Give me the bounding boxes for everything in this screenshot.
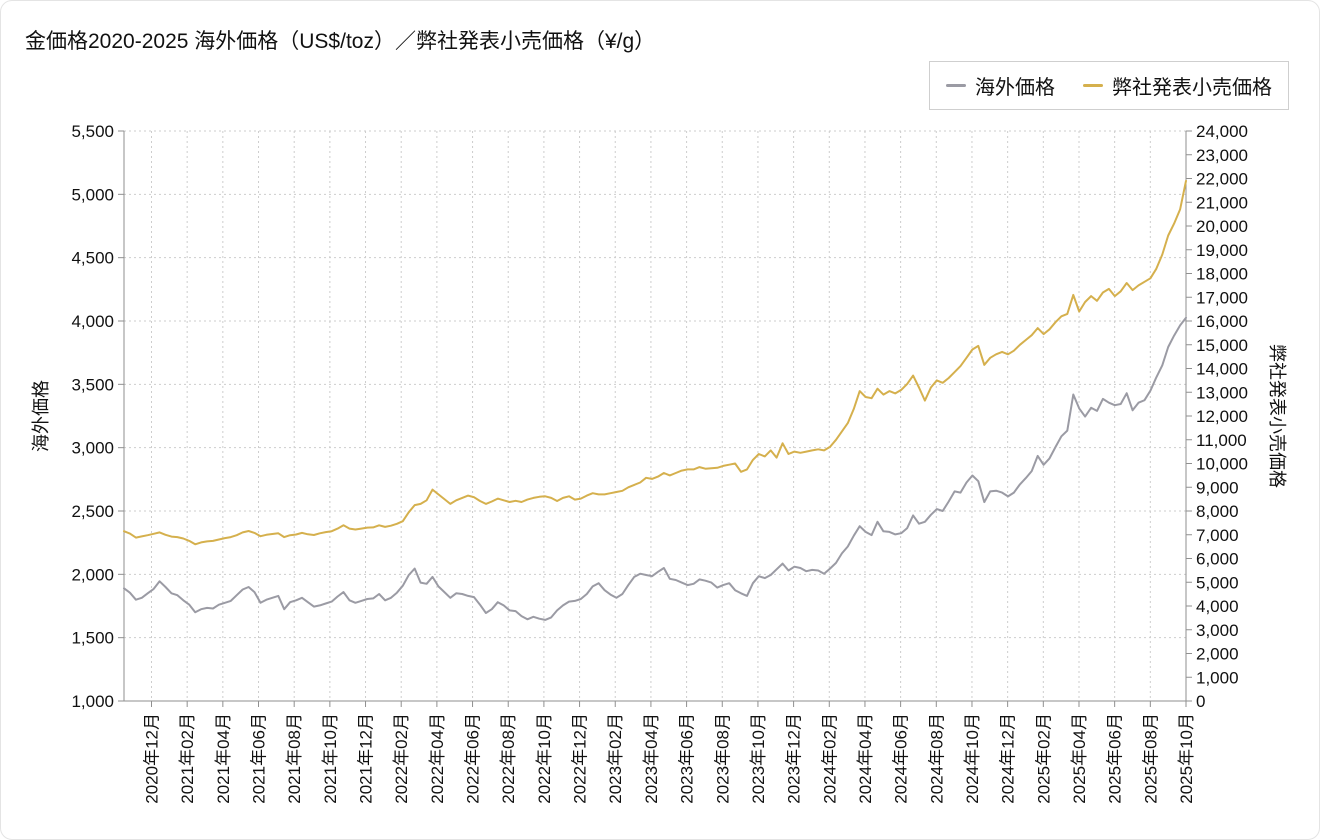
svg-text:23,000: 23,000	[1196, 146, 1248, 165]
svg-text:2021年04月: 2021年04月	[214, 713, 233, 804]
svg-text:1,000: 1,000	[1196, 668, 1239, 687]
svg-text:13,000: 13,000	[1196, 383, 1248, 402]
right-axis-ticks: 0 1,000 2,000 3,000 4,000 5,000 6,000 7,000 8,00…	[1186, 122, 1248, 711]
svg-text:2022年06月: 2022年06月	[464, 713, 483, 804]
svg-text:2020年12月: 2020年12月	[143, 713, 162, 804]
svg-text:5,000: 5,000	[1196, 573, 1239, 592]
svg-text:2022年12月: 2022年12月	[571, 713, 590, 804]
svg-text:12,000: 12,000	[1196, 407, 1248, 426]
svg-text:2021年02月: 2021年02月	[178, 713, 197, 804]
svg-text:2023年06月: 2023年06月	[678, 713, 697, 804]
right-axis-title: 弊社発表小売価格	[1267, 344, 1287, 488]
svg-text:15,000: 15,000	[1196, 336, 1248, 355]
svg-text:2023年10月: 2023年10月	[749, 713, 768, 804]
legend-swatch-retail-price	[1083, 84, 1103, 87]
svg-text:2022年04月: 2022年04月	[428, 713, 447, 804]
svg-text:9,000: 9,000	[1196, 478, 1239, 497]
chart-title: 金価格2020-2025 海外価格（US$/toz）／弊社発表小売価格（¥/g）	[25, 30, 656, 53]
svg-text:18,000: 18,000	[1196, 265, 1248, 284]
legend-label-retail-price: 弊社発表小売価格	[1112, 77, 1272, 99]
svg-text:1,000: 1,000	[71, 692, 114, 711]
svg-text:2,000: 2,000	[1196, 645, 1239, 664]
svg-text:2021年06月: 2021年06月	[250, 713, 269, 804]
svg-text:4,000: 4,000	[71, 312, 114, 331]
retail-price-line	[123, 179, 1187, 546]
svg-text:2024年12月: 2024年12月	[999, 713, 1018, 804]
svg-text:2025年04月: 2025年04月	[1070, 713, 1089, 804]
svg-text:10,000: 10,000	[1196, 455, 1248, 474]
svg-text:2025年02月: 2025年02月	[1034, 713, 1053, 804]
series-lines	[123, 179, 1187, 621]
svg-text:4,000: 4,000	[1196, 597, 1239, 616]
svg-text:1,500: 1,500	[71, 629, 114, 648]
svg-text:2,000: 2,000	[71, 565, 114, 584]
svg-text:2023年04月: 2023年04月	[642, 713, 661, 804]
gridlines	[124, 130, 1187, 701]
svg-text:24,000: 24,000	[1196, 122, 1248, 141]
svg-text:2022年10月: 2022年10月	[535, 713, 554, 804]
legend-item-retail-price[interactable]: 弊社発表小売価格	[1083, 71, 1272, 100]
svg-text:2021年08月: 2021年08月	[285, 713, 304, 804]
svg-text:3,000: 3,000	[71, 439, 114, 458]
overseas-price-line	[123, 316, 1187, 621]
legend-label-overseas-price: 海外価格	[975, 77, 1055, 99]
svg-text:3,000: 3,000	[1196, 621, 1239, 640]
svg-text:7,000: 7,000	[1196, 526, 1239, 545]
legend-swatch-overseas-price	[946, 84, 966, 87]
svg-text:2023年08月: 2023年08月	[713, 713, 732, 804]
svg-text:5,000: 5,000	[71, 185, 114, 204]
svg-text:2024年02月: 2024年02月	[820, 713, 839, 804]
svg-text:2022年08月: 2022年08月	[499, 713, 518, 804]
svg-text:3,500: 3,500	[71, 375, 114, 394]
svg-text:2023年12月: 2023年12月	[785, 713, 804, 804]
svg-text:6,000: 6,000	[1196, 550, 1239, 569]
svg-text:0: 0	[1196, 692, 1205, 711]
svg-text:17,000: 17,000	[1196, 288, 1248, 307]
svg-text:14,000: 14,000	[1196, 360, 1248, 379]
svg-text:4,500: 4,500	[71, 249, 114, 268]
svg-text:2021年12月: 2021年12月	[357, 713, 376, 804]
svg-text:8,000: 8,000	[1196, 502, 1239, 521]
svg-text:22,000: 22,000	[1196, 170, 1248, 189]
svg-text:2024年08月: 2024年08月	[927, 713, 946, 804]
left-axis-ticks: 1,000 1,500 2,000 2,500 3,000 3,500 4,000 4,500…	[71, 122, 124, 711]
legend-item-overseas-price[interactable]: 海外価格	[946, 71, 1055, 100]
svg-text:2024年04月: 2024年04月	[856, 713, 875, 804]
svg-text:2023年02月: 2023年02月	[606, 713, 625, 804]
svg-text:5,500: 5,500	[71, 122, 114, 141]
svg-text:2025年08月: 2025年08月	[1141, 713, 1160, 804]
svg-text:21,000: 21,000	[1196, 193, 1248, 212]
x-axis-ticks: 2020年12月 2021年02月 2021年04月 2021年06月 2021年08月…	[143, 701, 1196, 804]
left-axis-title: 海外価格	[31, 380, 51, 452]
svg-text:11,000: 11,000	[1196, 431, 1247, 450]
svg-text:19,000: 19,000	[1196, 241, 1248, 260]
svg-text:2025年06月: 2025年06月	[1106, 713, 1125, 804]
svg-text:2021年10月: 2021年10月	[321, 713, 340, 804]
legend: 海外価格 弊社発表小売価格	[929, 61, 1289, 110]
svg-text:2,500: 2,500	[71, 502, 114, 521]
svg-text:20,000: 20,000	[1196, 217, 1248, 236]
svg-text:2022年02月: 2022年02月	[392, 713, 411, 804]
svg-text:16,000: 16,000	[1196, 312, 1248, 331]
svg-text:2025年10月: 2025年10月	[1177, 713, 1196, 804]
svg-text:2024年06月: 2024年06月	[892, 713, 911, 804]
svg-text:2024年10月: 2024年10月	[963, 713, 982, 804]
axes	[123, 131, 1187, 702]
